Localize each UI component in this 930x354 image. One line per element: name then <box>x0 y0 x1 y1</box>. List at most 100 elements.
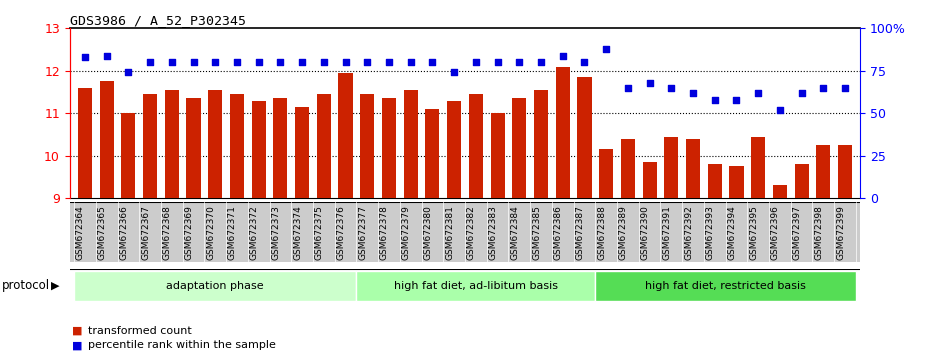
Text: high fat diet, ad-libitum basis: high fat diet, ad-libitum basis <box>394 281 558 291</box>
Point <box>794 90 809 96</box>
Text: ■: ■ <box>72 326 82 336</box>
Text: GSM672376: GSM672376 <box>337 205 346 260</box>
Bar <box>230 94 244 198</box>
Text: GSM672367: GSM672367 <box>141 205 150 260</box>
Text: GSM672369: GSM672369 <box>184 205 193 260</box>
Bar <box>74 271 356 301</box>
Bar <box>100 81 113 198</box>
Point <box>555 53 570 58</box>
Point <box>664 85 679 91</box>
Text: GSM672378: GSM672378 <box>380 205 389 260</box>
Text: ■: ■ <box>72 340 82 350</box>
Point <box>295 59 310 65</box>
Text: GSM672397: GSM672397 <box>792 205 802 260</box>
Bar <box>295 107 309 198</box>
Point <box>77 55 92 60</box>
Text: GSM672391: GSM672391 <box>662 205 671 260</box>
Bar <box>512 98 526 198</box>
Bar <box>447 101 461 198</box>
Bar <box>578 77 591 198</box>
Text: GSM672389: GSM672389 <box>618 205 628 260</box>
Bar <box>686 139 700 198</box>
Text: high fat diet, restricted basis: high fat diet, restricted basis <box>645 281 806 291</box>
Text: GDS3986 / A_52_P302345: GDS3986 / A_52_P302345 <box>70 14 246 27</box>
Text: GSM672390: GSM672390 <box>641 205 649 260</box>
Text: GSM672383: GSM672383 <box>488 205 498 260</box>
Bar <box>621 139 635 198</box>
Text: protocol: protocol <box>2 279 50 292</box>
Point <box>230 59 245 65</box>
Point <box>577 59 591 65</box>
Point <box>599 46 614 52</box>
Point <box>360 59 375 65</box>
Point <box>816 85 830 91</box>
Text: GSM672392: GSM672392 <box>684 205 693 259</box>
Text: GSM672370: GSM672370 <box>206 205 215 260</box>
Bar <box>490 113 505 198</box>
Text: GSM672368: GSM672368 <box>163 205 172 260</box>
Bar <box>555 67 570 198</box>
Text: GSM672371: GSM672371 <box>228 205 237 260</box>
Point <box>165 59 179 65</box>
Bar <box>165 90 179 198</box>
Point <box>620 85 635 91</box>
Text: GSM672396: GSM672396 <box>771 205 780 260</box>
Text: ▶: ▶ <box>51 281 60 291</box>
Bar <box>595 271 856 301</box>
Bar <box>729 166 743 198</box>
Text: GSM672375: GSM672375 <box>315 205 324 260</box>
Text: GSM672384: GSM672384 <box>511 205 519 259</box>
Text: GSM672377: GSM672377 <box>358 205 367 260</box>
Bar <box>317 94 331 198</box>
Text: GSM672395: GSM672395 <box>750 205 758 260</box>
Bar <box>78 88 92 198</box>
Point <box>207 59 222 65</box>
Bar <box>751 137 765 198</box>
Bar <box>469 94 483 198</box>
Text: GSM672381: GSM672381 <box>445 205 454 260</box>
Point <box>316 59 331 65</box>
Point <box>339 59 353 65</box>
Bar <box>121 113 136 198</box>
Bar <box>360 94 375 198</box>
Text: GSM672364: GSM672364 <box>76 205 85 259</box>
Bar <box>382 98 396 198</box>
Text: transformed count: transformed count <box>88 326 193 336</box>
Text: GSM672399: GSM672399 <box>836 205 845 260</box>
Bar <box>817 145 830 198</box>
Point <box>838 85 853 91</box>
Text: GSM672386: GSM672386 <box>553 205 563 260</box>
Point <box>729 97 744 103</box>
Text: GSM672388: GSM672388 <box>597 205 606 260</box>
Bar <box>643 162 657 198</box>
Text: GSM672382: GSM672382 <box>467 205 476 259</box>
Text: adaptation phase: adaptation phase <box>166 281 264 291</box>
Bar <box>708 164 722 198</box>
Bar <box>599 149 613 198</box>
Point <box>685 90 700 96</box>
Point <box>404 59 418 65</box>
Text: GSM672393: GSM672393 <box>706 205 715 260</box>
Point <box>142 59 157 65</box>
Point <box>121 70 136 75</box>
Point <box>446 70 461 75</box>
Point <box>381 59 396 65</box>
Text: GSM672379: GSM672379 <box>402 205 411 260</box>
Text: GSM672365: GSM672365 <box>98 205 107 260</box>
Text: GSM672385: GSM672385 <box>532 205 541 260</box>
Bar <box>339 73 352 198</box>
Point <box>425 59 440 65</box>
Bar <box>534 90 548 198</box>
Bar <box>838 145 852 198</box>
Text: GSM672372: GSM672372 <box>249 205 259 259</box>
Bar <box>208 90 222 198</box>
Point <box>773 107 788 113</box>
Bar <box>273 98 287 198</box>
Text: GSM672394: GSM672394 <box>727 205 737 259</box>
Bar <box>794 164 809 198</box>
Bar <box>252 101 266 198</box>
Point <box>490 59 505 65</box>
Bar <box>773 185 787 198</box>
Text: percentile rank within the sample: percentile rank within the sample <box>88 340 276 350</box>
Text: GSM672366: GSM672366 <box>119 205 128 260</box>
